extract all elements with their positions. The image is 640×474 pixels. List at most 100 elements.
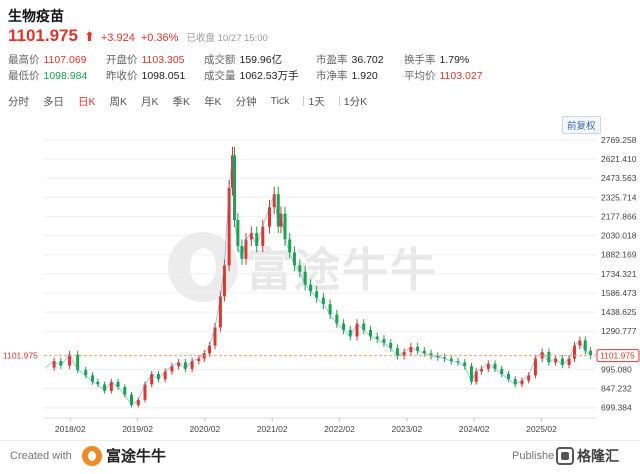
candle-body — [402, 352, 406, 356]
market-status: 已收盘 10/27 15:00 — [186, 33, 268, 44]
stat-value: 1103.027 — [439, 70, 483, 82]
tab-daily-k[interactable]: 日K — [78, 95, 96, 108]
candle-body — [348, 330, 352, 337]
candle-body — [90, 375, 94, 382]
stat-label: 平均价 — [404, 70, 436, 82]
stats-panel: 最高价 1107.069 开盘价 1103.305 成交额 159.96亿 市盈率 36… — [8, 52, 640, 84]
candle-body — [218, 296, 222, 328]
stat-label: 成交量 — [204, 70, 236, 82]
candle-body — [321, 297, 325, 305]
y-tick-label: 2621.410 — [601, 154, 637, 164]
candle-body — [335, 314, 339, 324]
futu-brand: 富途牛牛 — [82, 445, 166, 466]
candle-body — [560, 358, 564, 365]
candle-body — [52, 361, 56, 368]
stat-value: 1107.069 — [43, 54, 87, 66]
candle-body — [513, 379, 517, 385]
stat-low: 最低价 1098.984 — [8, 68, 87, 83]
stat-label: 最高价 — [8, 54, 40, 66]
candle-body — [368, 330, 372, 337]
stat-turnover: 成交额 159.96亿 — [204, 52, 282, 67]
candle-body — [96, 381, 100, 385]
up-arrow-icon: ⬆ — [83, 29, 95, 44]
candle-body — [540, 352, 544, 359]
candle-body — [227, 187, 231, 266]
candle-body — [449, 358, 453, 362]
y-tick-label: 1882.169 — [601, 250, 637, 260]
y-tick-label: 847.232 — [601, 384, 632, 394]
tab-range-1day[interactable]: 1天 — [308, 95, 325, 108]
stat-pb: 市净率 1.920 — [316, 68, 378, 83]
tab-interval-1min[interactable]: 1分K — [343, 95, 368, 108]
x-tick-label: 2018/02 — [55, 424, 86, 434]
y-tick-label: 699.384 — [601, 403, 632, 413]
current-price-label-right: 1101.975 — [600, 351, 635, 361]
candle-body — [486, 363, 490, 369]
tab-tick[interactable]: Tick — [270, 95, 290, 107]
candle-body — [554, 358, 558, 363]
current-price: 1101.975 — [8, 26, 78, 45]
stat-label: 成交额 — [204, 54, 236, 66]
candle-body — [389, 342, 393, 349]
candle-body — [589, 350, 593, 356]
tab-yearly-k[interactable]: 年K — [204, 95, 222, 108]
candle-body — [572, 345, 576, 359]
tab-multi-day[interactable]: 多日 — [43, 95, 64, 108]
candle-body — [163, 371, 167, 380]
candle-body — [197, 358, 201, 362]
candle-body — [249, 233, 253, 240]
price-change-percent: +0.36% — [140, 32, 179, 44]
candle-body — [480, 368, 484, 372]
y-tick-label: 2325.714 — [601, 192, 637, 202]
y-tick-label: 1438.625 — [601, 307, 637, 317]
candle-body — [328, 304, 332, 315]
stat-value: 1098.051 — [141, 70, 186, 82]
candle-body — [493, 363, 497, 369]
stat-high: 最高价 1107.069 — [8, 52, 87, 67]
candle-body — [355, 323, 359, 337]
tab-quarterly-k[interactable]: 季K — [172, 95, 191, 108]
candle-body — [395, 348, 399, 356]
candle-body — [208, 345, 212, 354]
tab-divider — [338, 96, 340, 106]
current-price-badge — [596, 349, 640, 363]
candle-body — [547, 352, 551, 363]
x-tick-label: 2025/02 — [526, 424, 557, 434]
y-tick-label: 1290.777 — [601, 326, 637, 336]
price-chart[interactable]: 2769.258 2621.410 2473.563 2325.714 2177.866… — [0, 128, 640, 440]
footer: Created with 富途牛牛 Publishe 格隆汇 — [0, 440, 640, 474]
candle-body — [190, 361, 194, 369]
candle-body — [375, 336, 379, 340]
y-tick-label: 2177.866 — [601, 211, 637, 221]
candle-body — [183, 362, 187, 369]
stock-title: 生物疫苗 — [8, 8, 64, 24]
candle-body — [177, 362, 181, 367]
candle-body — [527, 375, 531, 381]
candle-body — [583, 340, 587, 351]
adjust-mode-button[interactable]: 前复权 — [562, 116, 601, 134]
candle-body — [309, 284, 313, 292]
tab-monthly-k[interactable]: 月K — [141, 95, 159, 108]
stat-label: 市净率 — [316, 70, 348, 82]
gelonghui-logo-icon — [556, 447, 574, 465]
y-tick-label: 1586.473 — [601, 288, 637, 298]
stat-avg-price: 平均价 1103.027 — [404, 68, 483, 83]
candle-body — [463, 362, 467, 367]
x-tick-label: 2023/02 — [391, 424, 422, 434]
candle-body — [456, 361, 460, 363]
stat-label: 换手率 — [404, 54, 436, 66]
tab-intraday[interactable]: 分时 — [8, 95, 29, 108]
candle-body — [244, 239, 248, 259]
tab-weekly-k[interactable]: 周K — [109, 95, 128, 108]
candle-body — [443, 357, 447, 359]
tab-minute[interactable]: 分钟 — [235, 95, 257, 108]
candle-body — [436, 355, 440, 358]
candle-body — [255, 233, 259, 246]
candle-body — [123, 386, 127, 395]
candle-body — [222, 265, 226, 297]
candle-body — [279, 213, 283, 227]
candle-body — [292, 252, 296, 266]
stat-value: 1062.53万手 — [239, 70, 299, 82]
candle-body — [409, 346, 413, 353]
candle-body — [298, 265, 302, 272]
